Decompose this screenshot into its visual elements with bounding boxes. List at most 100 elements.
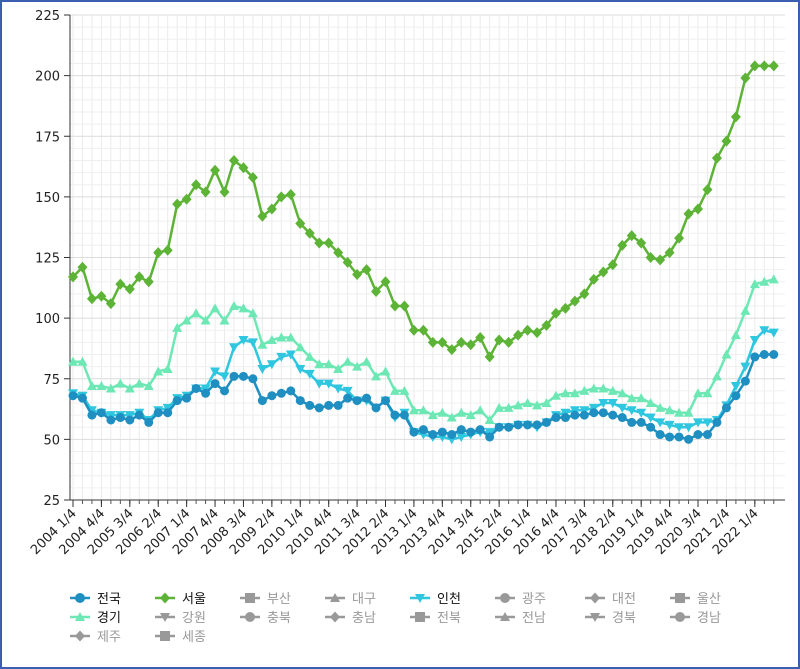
legend-item-서울[interactable]: 서울 [155,592,206,607]
data-point-서울 [532,327,543,339]
data-point-서울 [437,336,448,348]
data-point-경기 [532,400,543,410]
data-point-서울 [730,111,741,123]
data-point-전국 [617,413,627,423]
data-point-인천 [456,432,467,442]
data-point-서울 [295,218,306,230]
data-point-서울 [153,247,164,259]
data-point-경기 [200,315,211,325]
legend-item-세종[interactable]: 세종 [155,630,206,645]
data-point-서울 [702,184,713,196]
data-point-서울 [522,324,533,336]
data-point-인천 [304,369,315,379]
data-point-전국 [399,410,409,420]
data-point-서울 [304,227,315,239]
legend-item-대전[interactable]: 대전 [585,592,636,607]
data-point-경기 [181,315,192,325]
legend-item-강원[interactable]: 강원 [155,611,206,626]
legend-item-경남[interactable]: 경남 [670,611,721,626]
legend-item-전국[interactable]: 전국 [70,592,121,607]
legend-marker-충남 [330,611,340,623]
data-point-전국 [343,393,353,403]
data-point-경기 [124,383,135,393]
data-point-전국 [740,376,750,386]
data-point-경기 [191,308,202,318]
data-point-경기 [550,390,561,400]
data-point-서울 [427,336,438,348]
data-point-전국 [428,430,438,440]
data-point-경기 [588,383,599,393]
legend-item-충북[interactable]: 충북 [240,611,291,626]
data-point-경기 [579,385,590,395]
data-point-인천 [730,382,741,392]
legend-item-충남[interactable]: 충남 [325,611,376,626]
legend-item-경북[interactable]: 경북 [585,611,636,626]
data-point-서울 [389,300,400,312]
y-tick-label: 225 [35,9,60,24]
legend-item-부산[interactable]: 부산 [240,592,291,607]
data-point-서울 [626,230,637,242]
legend-item-전북[interactable]: 전북 [410,611,461,626]
legend-marker-부산 [245,593,255,603]
data-point-경기 [569,388,580,398]
legend-item-전남[interactable]: 전남 [495,611,546,626]
data-point-경기 [115,378,126,388]
legend-marker-광주 [500,593,510,603]
data-point-전국 [210,379,220,389]
data-point-전국 [172,396,182,406]
data-point-경기 [475,405,486,415]
data-point-서울 [96,290,107,302]
legend-item-대구[interactable]: 대구 [325,592,376,607]
data-point-서울 [399,300,410,312]
legend-label: 대구 [352,592,376,607]
data-point-전국 [324,400,334,410]
data-point-전국 [560,413,570,423]
data-point-경기 [408,405,419,415]
legend-item-울산[interactable]: 울산 [670,592,721,607]
data-point-경기 [740,305,751,315]
data-point-경기 [598,383,609,393]
data-point-경기 [560,388,571,398]
data-point-인천 [645,413,656,423]
data-point-전국 [541,417,551,427]
legend-item-경기[interactable]: 경기 [70,611,121,626]
data-point-전국 [286,386,296,396]
data-point-전국 [570,410,580,420]
data-point-경기 [323,359,334,369]
legend-label: 대전 [612,592,636,607]
data-point-서울 [749,60,760,72]
data-point-서울 [711,152,722,164]
legend-marker-제주 [75,630,85,642]
legend-marker-서울 [160,592,170,604]
data-point-서울 [418,324,429,336]
legend-item-광주[interactable]: 광주 [495,592,546,607]
data-point-서울 [266,203,277,215]
data-point-경기 [768,274,779,284]
data-point-서울 [674,232,685,244]
data-point-서울 [494,334,505,346]
data-point-서울 [759,60,770,72]
data-point-경기 [342,356,353,366]
data-point-서울 [484,351,495,363]
data-point-서울 [541,319,552,331]
data-point-인천 [636,408,647,418]
data-point-전국 [333,400,343,410]
data-point-경기 [153,366,164,376]
legend-marker-경남 [675,612,685,622]
data-point-서울 [191,179,202,191]
data-point-전국 [693,430,703,440]
data-point-전국 [153,408,163,418]
data-point-경기 [484,414,495,424]
data-point-전국 [106,415,116,425]
data-point-인천 [683,423,694,433]
data-point-경기 [361,356,372,366]
data-point-경기 [86,381,97,391]
data-point-경기 [399,385,410,395]
legend-item-인천[interactable]: 인천 [410,592,461,607]
data-point-서울 [550,307,561,319]
data-point-전국 [598,408,608,418]
y-tick-label: 150 [35,191,60,206]
legend-item-제주[interactable]: 제주 [70,630,121,645]
data-point-전국 [248,374,258,384]
